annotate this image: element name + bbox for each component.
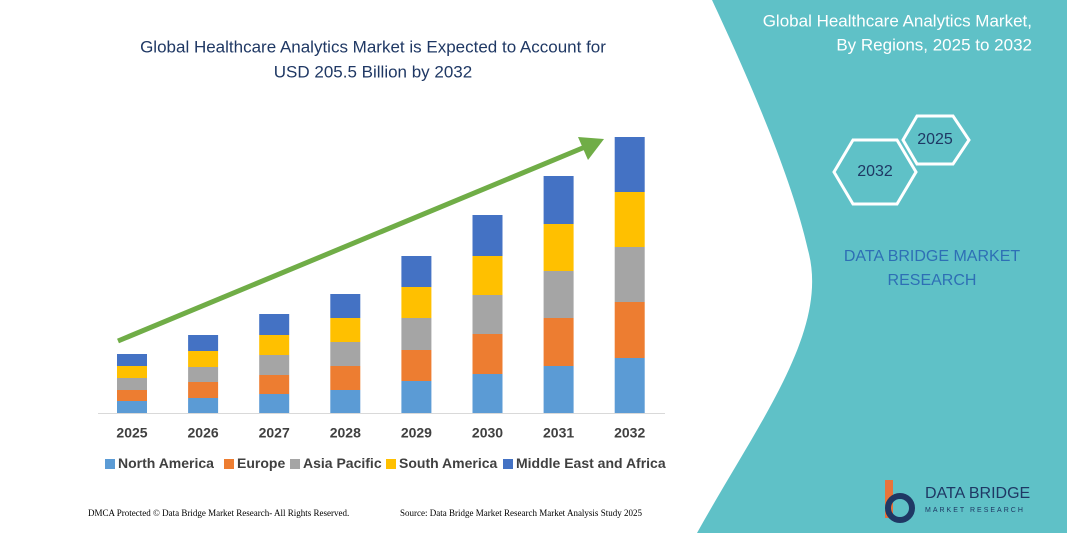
hex-label: 2025 (917, 131, 953, 148)
legend-label: South America (399, 455, 497, 471)
bar-segment (614, 137, 645, 192)
brand: DATA BRIDGE MARKET (844, 248, 1021, 265)
chart-title: USD 205.5 Billion by 2032 (274, 62, 472, 81)
bar-segment (614, 192, 645, 247)
bar-segment (117, 354, 147, 366)
bar-segment (401, 381, 432, 413)
bar-segment (259, 314, 290, 335)
bar-segment (401, 350, 432, 381)
brand: RESEARCH (888, 272, 977, 289)
x-tick-label: 2032 (614, 425, 645, 441)
hexagon (832, 138, 918, 206)
bar-segment (117, 390, 147, 401)
side-title: By Regions, 2025 to 2032 (836, 35, 1032, 54)
bar-segment (330, 390, 361, 413)
logo-text: DATA BRIDGE (925, 485, 1030, 502)
bar-segment (614, 247, 645, 302)
trend-arrow (117, 137, 604, 344)
bar-segment (543, 318, 574, 366)
bar-segment (259, 375, 290, 394)
bar-segment (543, 224, 574, 271)
bar-segment (330, 342, 361, 366)
bar-segment (188, 367, 219, 382)
bar-segment (117, 366, 147, 378)
bar-segment (330, 294, 361, 318)
bar-segment (472, 256, 503, 295)
x-tick-label: 2025 (116, 425, 147, 441)
bar-segment (472, 334, 503, 374)
bar-segment (259, 394, 290, 413)
bar-segment (188, 351, 219, 367)
legend-swatch (386, 459, 396, 469)
hexagon (901, 114, 971, 166)
legend-label: Asia Pacific (303, 455, 382, 471)
bar-segment (543, 366, 574, 413)
bar-segment (614, 302, 645, 358)
bar-segment (188, 382, 219, 398)
x-tick-label: 2030 (472, 425, 503, 441)
x-tick-label: 2026 (188, 425, 219, 441)
bar-segment (117, 401, 147, 413)
logo-sub: MARKET RESEARCH (925, 507, 1025, 514)
legend-swatch (503, 459, 513, 469)
legend-swatch (105, 459, 115, 469)
legend-swatch (224, 459, 234, 469)
bar-segment (543, 271, 574, 318)
bar-segment (330, 366, 361, 390)
logo-mark (885, 480, 915, 523)
bar-segment (472, 295, 503, 334)
legend-label: Middle East and Africa (516, 455, 666, 471)
bar-segment (330, 318, 361, 342)
bar-segment (472, 215, 503, 256)
bar-segment (614, 358, 645, 413)
bar-segment (401, 318, 432, 350)
bar-segment (117, 378, 147, 390)
bar-segment (543, 176, 574, 224)
chart-title: Global Healthcare Analytics Market is Ex… (140, 37, 606, 56)
bar-segment (259, 335, 290, 355)
hex-label: 2032 (857, 163, 893, 180)
x-tick-label: 2029 (401, 425, 432, 441)
bar-segment (188, 398, 219, 413)
x-tick-label: 2028 (330, 425, 361, 441)
bar-segment (472, 374, 503, 413)
side-title: Global Healthcare Analytics Market, (763, 11, 1032, 30)
bar-segment (259, 355, 290, 375)
bar-segment (401, 256, 432, 287)
legend-label: Europe (237, 455, 285, 471)
bar-segment (188, 335, 219, 351)
legend-label: North America (118, 455, 214, 471)
legend-swatch (290, 459, 300, 469)
bar-segment (401, 287, 432, 318)
footer-right: Source: Data Bridge Market Research Mark… (400, 508, 642, 518)
x-tick-label: 2031 (543, 425, 574, 441)
x-tick-label: 2027 (259, 425, 290, 441)
side-panel (697, 0, 1067, 533)
footer-left: DMCA Protected © Data Bridge Market Rese… (88, 508, 349, 518)
